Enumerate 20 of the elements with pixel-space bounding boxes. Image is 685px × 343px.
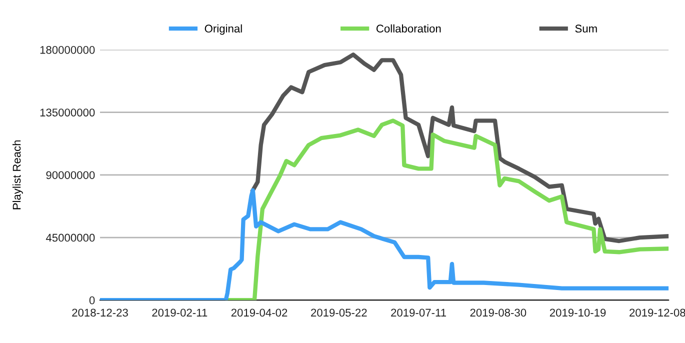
legend-label: Original: [204, 24, 242, 35]
y-tick-label: 135000000: [40, 108, 95, 116]
y-tick-label: 45000000: [46, 234, 95, 242]
x-tick-label: 2019-10-19: [550, 308, 606, 317]
x-tick-label: 2019-04-02: [231, 308, 288, 317]
x-tick-label: 2019-07-11: [391, 308, 446, 317]
line-series: [250, 52, 669, 244]
line-series: [100, 188, 669, 300]
x-tick-label: 2019-02-11: [152, 308, 208, 317]
y-tick-label: 0: [89, 296, 95, 304]
line-series: [225, 118, 669, 300]
legend-label: Sum: [575, 24, 597, 33]
x-tick-label: 2019-05-22: [311, 308, 367, 317]
y-tick-label: 180000000: [40, 46, 95, 54]
legend-label: Collaboration: [376, 24, 441, 33]
y-axis-title: Playlist Reach: [12, 140, 23, 210]
y-tick-label: 90000000: [46, 171, 95, 180]
x-tick-label: 2018-12-23: [72, 308, 128, 317]
x-tick-label: 2019-08-30: [470, 308, 526, 317]
x-tick-label: 2019-12-08: [630, 308, 685, 317]
